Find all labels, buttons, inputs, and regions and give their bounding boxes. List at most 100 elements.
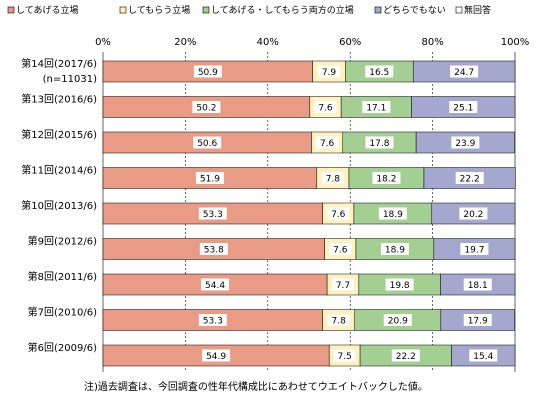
- data-label-bg: [331, 278, 354, 291]
- data-label: 20.2: [463, 210, 483, 220]
- data-label-bg: [365, 65, 394, 78]
- data-label: 18.9: [383, 210, 403, 220]
- data-label-bg: [383, 314, 412, 326]
- data-label: 7.7: [336, 281, 350, 291]
- data-label: 50.6: [197, 139, 217, 149]
- legend-item: 無回答: [455, 4, 491, 16]
- legend-label: してもらう立場: [128, 4, 190, 16]
- y-category-label: 第12回(2015/6): [21, 128, 97, 141]
- data-label: 50.2: [196, 104, 216, 114]
- data-label-bg: [316, 136, 339, 149]
- data-label: 7.8: [331, 317, 346, 327]
- data-label: 54.9: [206, 352, 226, 362]
- y-category-label: 第6回(2009/6): [28, 341, 97, 354]
- data-label-bg: [459, 207, 488, 220]
- data-label: 18.2: [376, 175, 396, 185]
- x-tick-label: 40%: [257, 37, 279, 48]
- x-tick-label: 60%: [339, 37, 361, 48]
- data-label-bg: [380, 243, 409, 255]
- x-tick-label: 80%: [421, 37, 443, 48]
- data-label-bg: [193, 136, 222, 149]
- data-label-bg: [327, 207, 350, 220]
- y-category-label: 第8回(2011/6): [28, 270, 97, 283]
- legend-swatch: [374, 6, 382, 14]
- data-label: 17.8: [369, 139, 389, 149]
- data-label-bg: [198, 314, 227, 326]
- x-tick-label: 20%: [174, 37, 196, 48]
- data-label-bg: [450, 65, 479, 78]
- data-label: 22.2: [396, 352, 416, 362]
- data-label-bg: [449, 101, 478, 113]
- data-label: 17.1: [366, 104, 386, 114]
- data-label: 25.1: [453, 104, 473, 114]
- data-label: 7.6: [320, 139, 335, 149]
- data-label-bg: [378, 207, 407, 220]
- legend-swatch: [119, 6, 127, 14]
- data-label: 7.8: [326, 175, 341, 185]
- legend-label: してあげる・してもらう両方の立場: [211, 4, 354, 16]
- bars: 50.9 7.9 16.5 24.7 50.2 7.6 17.1 25.1 50.6 7.6 17.…: [102, 60, 516, 367]
- data-label: 7.5: [337, 352, 351, 362]
- legend-label: してあげる立場: [16, 4, 78, 16]
- x-tick-label: 0%: [95, 37, 111, 48]
- data-label-bg: [365, 136, 394, 149]
- y-axis-labels: 第14回(2017/6) (n=11031) 第13回(2016/6) 第12回(20…: [21, 57, 97, 354]
- legend-label: 無回答: [464, 4, 491, 16]
- data-label: 53.3: [203, 210, 223, 220]
- data-label: 53.3: [203, 317, 223, 327]
- data-label-bg: [198, 207, 227, 220]
- data-label: 17.9: [468, 317, 488, 327]
- data-label-bg: [329, 243, 352, 255]
- footnote: 注)過去調査は、今回調査の性年代構成比にあわせてウエイトバックした値。: [84, 382, 428, 393]
- data-label-bg: [321, 172, 344, 184]
- data-label: 19.7: [464, 246, 484, 256]
- data-label-bg: [460, 243, 489, 255]
- data-label-bg: [463, 278, 492, 291]
- data-label: 24.7: [454, 68, 474, 78]
- data-label-bg: [391, 349, 420, 362]
- y-category-label: 第11回(2014/6): [21, 164, 97, 177]
- data-label: 7.6: [331, 210, 346, 220]
- data-label: 18.1: [468, 281, 488, 291]
- legend-swatch: [455, 6, 463, 14]
- data-label-bg: [327, 314, 350, 326]
- data-label: 15.4: [473, 352, 493, 362]
- data-label: 19.8: [390, 281, 410, 291]
- data-label-bg: [314, 101, 337, 113]
- legend: してあげる立場 してもらう立場 してあげる・してもらう両方の立場 どちらでもない 無回答: [7, 4, 491, 16]
- data-label: 54.4: [205, 281, 225, 291]
- data-label: 7.9: [322, 68, 337, 78]
- data-label: 22.2: [460, 175, 480, 185]
- y-category-note: (n=11031): [43, 74, 97, 85]
- data-label-bg: [385, 278, 414, 291]
- legend-item: してあげる・してもらう両方の立場: [202, 4, 354, 16]
- x-axis-ticks: 0% 20% 40% 60% 80% 100%: [95, 37, 529, 48]
- data-label-bg: [451, 136, 480, 149]
- data-label: 18.9: [385, 246, 405, 256]
- data-label: 53.8: [204, 246, 224, 256]
- y-category-label: 第7回(2010/6): [28, 306, 97, 319]
- data-label: 50.9: [198, 68, 218, 78]
- data-label-bg: [362, 101, 391, 113]
- y-category-label: 第13回(2016/6): [21, 93, 97, 106]
- data-label: 23.9: [455, 139, 475, 149]
- data-label-bg: [199, 243, 228, 255]
- x-tick-label: 100%: [501, 37, 530, 48]
- legend-swatch: [7, 6, 15, 14]
- legend-item: してもらう立場: [119, 4, 190, 16]
- data-label: 16.5: [369, 68, 389, 78]
- data-label: 51.9: [200, 175, 220, 185]
- data-label-bg: [333, 349, 356, 362]
- y-category-label: 第14回(2017/6): [21, 57, 97, 70]
- legend-item: どちらでもない: [374, 5, 446, 16]
- data-label-bg: [195, 172, 224, 184]
- data-label-bg: [201, 278, 230, 291]
- y-category-label: 第10回(2013/6): [21, 199, 97, 212]
- legend-swatch: [202, 6, 210, 14]
- data-label-bg: [202, 349, 231, 362]
- data-label-bg: [317, 65, 340, 78]
- data-label: 7.6: [333, 246, 348, 256]
- data-label-bg: [469, 349, 498, 362]
- data-label-bg: [193, 65, 222, 78]
